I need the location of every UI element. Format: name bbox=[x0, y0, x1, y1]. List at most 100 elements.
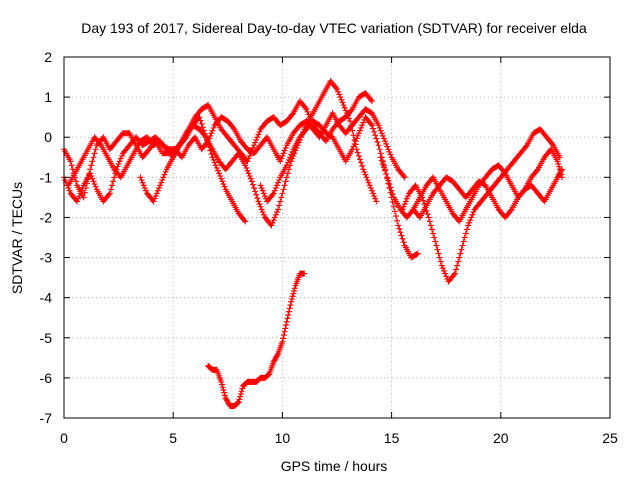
data-point bbox=[284, 315, 291, 322]
data-point bbox=[276, 177, 283, 184]
series-sat-h bbox=[410, 166, 565, 221]
data-point bbox=[253, 191, 260, 198]
data-point bbox=[379, 132, 386, 139]
data-point bbox=[278, 155, 285, 162]
data-point bbox=[288, 296, 295, 303]
data-point bbox=[260, 190, 267, 197]
data-point bbox=[435, 250, 442, 257]
data-point bbox=[269, 219, 276, 226]
data-point bbox=[355, 152, 362, 159]
grid-lines bbox=[64, 57, 610, 418]
data-point bbox=[432, 238, 439, 245]
data-point bbox=[375, 142, 382, 149]
data-point bbox=[73, 178, 80, 185]
data-point bbox=[403, 195, 410, 202]
data-point bbox=[353, 135, 360, 142]
data-point bbox=[208, 130, 215, 137]
data-point bbox=[404, 193, 411, 200]
data-point bbox=[216, 170, 223, 177]
data-point bbox=[394, 217, 401, 224]
data-point bbox=[117, 155, 124, 162]
data-point bbox=[341, 104, 348, 111]
data-point bbox=[275, 206, 282, 213]
data-point bbox=[336, 91, 343, 98]
data-point bbox=[252, 188, 259, 195]
data-point bbox=[380, 135, 387, 142]
data-point bbox=[270, 217, 277, 224]
data-point bbox=[272, 185, 279, 192]
data-point bbox=[385, 146, 392, 153]
data-point bbox=[461, 234, 468, 241]
data-point bbox=[283, 322, 290, 329]
data-point bbox=[260, 211, 267, 218]
data-point bbox=[257, 182, 264, 189]
data-point bbox=[387, 184, 394, 191]
data-point bbox=[343, 110, 350, 117]
data-point bbox=[419, 194, 426, 201]
data-point bbox=[62, 177, 69, 184]
data-point bbox=[246, 152, 253, 159]
x-tick-label: 20 bbox=[493, 430, 509, 446]
data-point bbox=[398, 232, 405, 239]
data-point bbox=[392, 213, 399, 220]
data-point bbox=[358, 159, 365, 166]
data-point bbox=[110, 178, 117, 185]
data-point bbox=[218, 381, 225, 388]
data-point bbox=[214, 167, 221, 174]
data-point bbox=[441, 267, 448, 274]
data-point bbox=[285, 156, 292, 163]
data-point bbox=[253, 136, 260, 143]
y-tick-label: 0 bbox=[44, 129, 52, 145]
data-point bbox=[209, 127, 216, 134]
data-point bbox=[218, 175, 225, 182]
data-point bbox=[443, 273, 450, 280]
data-point bbox=[221, 183, 228, 190]
data-point bbox=[385, 177, 392, 184]
data-point bbox=[261, 193, 268, 200]
data-point bbox=[370, 125, 377, 132]
data-point bbox=[268, 222, 275, 229]
data-point bbox=[201, 132, 208, 139]
data-point bbox=[401, 201, 408, 208]
data-point bbox=[430, 230, 437, 237]
y-axis-label: SDTVAR / TECUs bbox=[9, 182, 25, 294]
data-point bbox=[271, 187, 278, 194]
data-point bbox=[210, 156, 217, 163]
data-point bbox=[153, 190, 160, 197]
data-point bbox=[111, 174, 118, 181]
data-point bbox=[154, 187, 161, 194]
data-point bbox=[346, 115, 353, 122]
data-point bbox=[434, 246, 441, 253]
data-point bbox=[256, 128, 263, 135]
data-points bbox=[61, 78, 565, 409]
data-point bbox=[258, 206, 265, 213]
data-point bbox=[105, 191, 112, 198]
data-point bbox=[437, 258, 444, 265]
data-point bbox=[455, 258, 462, 265]
data-point bbox=[360, 119, 367, 126]
data-point bbox=[438, 262, 445, 269]
data-point bbox=[283, 174, 290, 181]
data-point bbox=[367, 96, 374, 103]
data-point bbox=[280, 186, 287, 193]
data-point bbox=[389, 191, 396, 198]
data-point bbox=[284, 170, 291, 177]
data-point bbox=[89, 158, 96, 165]
data-point bbox=[282, 144, 289, 151]
data-point bbox=[280, 332, 287, 339]
series-sat-e bbox=[257, 114, 421, 261]
data-point bbox=[348, 122, 355, 129]
data-point bbox=[379, 160, 386, 167]
data-point bbox=[156, 185, 163, 192]
data-point bbox=[88, 162, 95, 169]
data-point bbox=[377, 127, 384, 134]
data-point bbox=[235, 398, 242, 405]
data-point bbox=[221, 392, 228, 399]
data-point bbox=[429, 226, 436, 233]
data-point bbox=[414, 250, 421, 257]
data-point bbox=[75, 195, 82, 202]
data-point bbox=[91, 181, 98, 188]
data-point bbox=[454, 262, 461, 269]
data-point bbox=[342, 107, 349, 114]
